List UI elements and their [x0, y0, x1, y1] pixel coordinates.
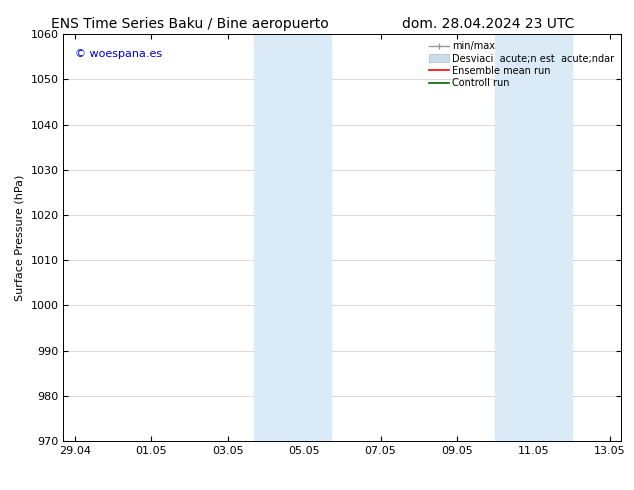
Title: ENS Time Series Baku / Bine aeropuerto        dom. 28.04.2024 23 UTC: ENS Time Series Baku / Bine aeropuerto d… [0, 489, 1, 490]
Text: © woespana.es: © woespana.es [75, 49, 162, 58]
Legend: min/max, Desviaci  acute;n est  acute;ndar, Ensemble mean run, Controll run: min/max, Desviaci acute;n est acute;ndar… [426, 38, 618, 91]
Bar [254, 34, 331, 441]
Y-axis label: Surface Pressure (hPa): Surface Pressure (hPa) [15, 174, 25, 301]
Text: ENS Time Series Baku / Bine aeropuerto: ENS Time Series Baku / Bine aeropuerto [51, 17, 329, 31]
Bar [495, 34, 572, 441]
Text: dom. 28.04.2024 23 UTC: dom. 28.04.2024 23 UTC [402, 17, 574, 31]
